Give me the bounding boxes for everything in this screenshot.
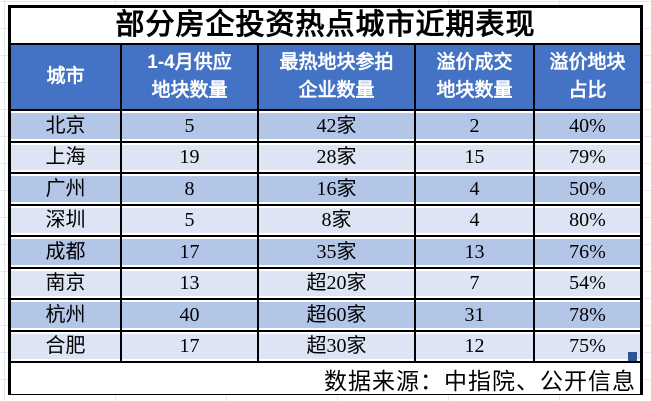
- table-header-row: 城市 1-4月供应 地块数量 最热地块参拍 企业数量 溢价成交 地块数量 溢价地块 占比: [11, 45, 640, 111]
- column-header-city[interactable]: 城市: [11, 45, 122, 109]
- supply-cell-shanghai[interactable]: 19: [122, 142, 259, 172]
- bidders-cell-beijing[interactable]: 42家: [259, 111, 416, 141]
- column-header-premium-deals[interactable]: 溢价成交 地块数量: [416, 45, 535, 109]
- supply-cell-beijing[interactable]: 5: [122, 111, 259, 141]
- premium-ratio-cell-shanghai[interactable]: 79%: [535, 142, 640, 172]
- column-header-premium-ratio[interactable]: 溢价地块 占比: [535, 45, 640, 109]
- supply-cell-hefei[interactable]: 17: [122, 331, 259, 361]
- bidders-cell-hefei[interactable]: 超30家: [259, 331, 416, 361]
- table-row-shanghai: 上海 19 28家 15 79%: [11, 142, 640, 174]
- supply-cell-chengdu[interactable]: 17: [122, 237, 259, 267]
- premium-deals-cell-shenzhen[interactable]: 4: [416, 205, 535, 235]
- city-cell-nanjing[interactable]: 南京: [11, 268, 122, 298]
- supply-cell-guangzhou[interactable]: 8: [122, 174, 259, 204]
- premium-deals-cell-shanghai[interactable]: 15: [416, 142, 535, 172]
- premium-ratio-cell-chengdu[interactable]: 76%: [535, 237, 640, 267]
- premium-deals-cell-chengdu[interactable]: 13: [416, 237, 535, 267]
- premium-deals-cell-nanjing[interactable]: 7: [416, 268, 535, 298]
- premium-ratio-cell-guangzhou[interactable]: 50%: [535, 174, 640, 204]
- column-header-bidders[interactable]: 最热地块参拍 企业数量: [259, 45, 416, 109]
- city-cell-guangzhou[interactable]: 广州: [11, 174, 122, 204]
- table-title-bar: 部分房企投资热点城市近期表现: [11, 8, 640, 45]
- supply-cell-nanjing[interactable]: 13: [122, 268, 259, 298]
- table-row-chengdu: 成都 17 35家 13 76%: [11, 237, 640, 269]
- city-cell-shenzhen[interactable]: 深圳: [11, 205, 122, 235]
- bidders-cell-chengdu[interactable]: 35家: [259, 237, 416, 267]
- table-row-hangzhou: 杭州 40 超60家 31 78%: [11, 300, 640, 332]
- table-row-beijing: 北京 5 42家 2 40%: [11, 111, 640, 143]
- column-header-supply[interactable]: 1-4月供应 地块数量: [122, 45, 259, 109]
- premium-ratio-cell-nanjing[interactable]: 54%: [535, 268, 640, 298]
- premium-deals-cell-guangzhou[interactable]: 4: [416, 174, 535, 204]
- bidders-cell-nanjing[interactable]: 超20家: [259, 268, 416, 298]
- table-row-guangzhou: 广州 8 16家 4 50%: [11, 174, 640, 206]
- city-cell-hangzhou[interactable]: 杭州: [11, 300, 122, 330]
- hot-cities-table: 部分房企投资热点城市近期表现 城市 1-4月供应 地块数量 最热地块参拍 企业数量溢…: [8, 5, 643, 395]
- city-cell-beijing[interactable]: 北京: [11, 111, 122, 141]
- premium-ratio-cell-shenzhen[interactable]: 80%: [535, 205, 640, 235]
- premium-ratio-cell-hangzhou[interactable]: 78%: [535, 300, 640, 330]
- premium-deals-cell-hefei[interactable]: 12: [416, 331, 535, 361]
- table-row-shenzhen: 深圳 5 8家 4 80%: [11, 205, 640, 237]
- bidders-cell-guangzhou[interactable]: 16家: [259, 174, 416, 204]
- bidders-cell-shenzhen[interactable]: 8家: [259, 205, 416, 235]
- supply-cell-hangzhou[interactable]: 40: [122, 300, 259, 330]
- premium-deals-cell-beijing[interactable]: 2: [416, 111, 535, 141]
- premium-deals-cell-hangzhou[interactable]: 31: [416, 300, 535, 330]
- city-cell-hefei[interactable]: 合肥: [11, 331, 122, 361]
- source-note: 数据来源：中指院、公开信息: [324, 367, 636, 394]
- premium-ratio-cell-beijing[interactable]: 40%: [535, 111, 640, 141]
- table-row-hefei: 合肥 17 超30家 12 75%: [11, 331, 640, 363]
- source-note-bar: 数据来源：中指院、公开信息: [11, 363, 640, 394]
- bidders-cell-shanghai[interactable]: 28家: [259, 142, 416, 172]
- supply-cell-shenzhen[interactable]: 5: [122, 205, 259, 235]
- bidders-cell-hangzhou[interactable]: 超60家: [259, 300, 416, 330]
- selection-fill-handle[interactable]: [628, 352, 637, 361]
- table-title: 部分房企投资热点城市近期表现: [115, 9, 536, 41]
- premium-ratio-cell-hefei[interactable]: 75%: [535, 331, 640, 361]
- city-cell-shanghai[interactable]: 上海: [11, 142, 122, 172]
- table-body: 北京 5 42家 2 40% 上海 19 28家 15 79% 广州 8 16家 4 50% 深圳 5 8家 4 80…: [11, 111, 640, 363]
- city-cell-chengdu[interactable]: 成都: [11, 237, 122, 267]
- table-row-nanjing: 南京 13 超20家 7 54%: [11, 268, 640, 300]
